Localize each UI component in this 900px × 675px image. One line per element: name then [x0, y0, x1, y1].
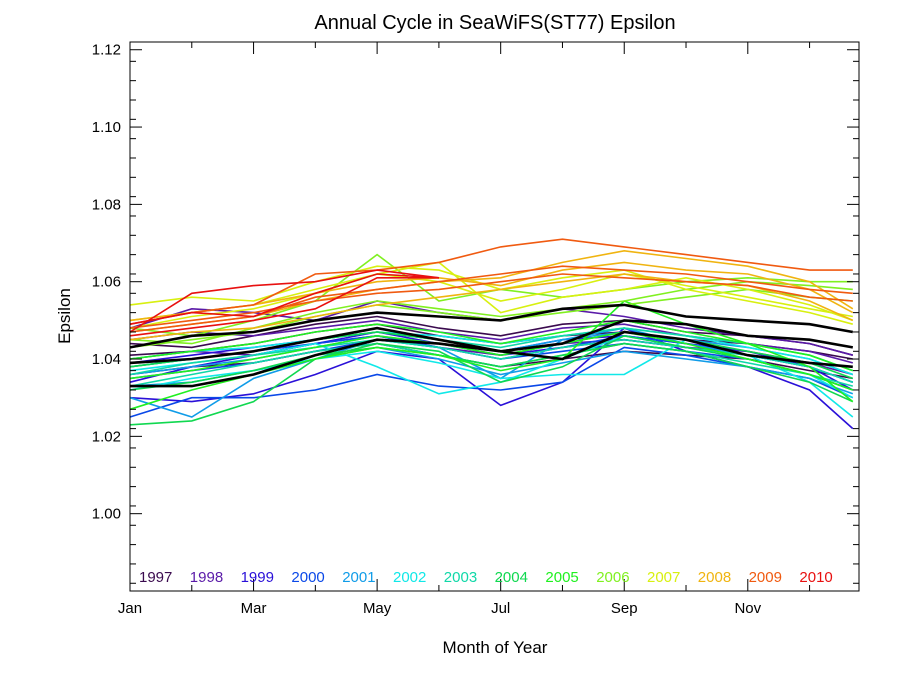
mean-line-0	[129, 303, 854, 349]
legend-entry-2007: 2007	[647, 569, 680, 586]
x-tick-label: Nov	[734, 600, 761, 617]
legend-entry-2004: 2004	[495, 569, 528, 586]
series-line-2010-values_b	[129, 273, 439, 325]
legend-entry-1997: 1997	[139, 569, 172, 586]
series-line-2006-values	[129, 253, 853, 337]
y-tick-label: 1.06	[92, 274, 121, 291]
legend-entry-2003: 2003	[444, 569, 477, 586]
x-axis-label: Month of Year	[443, 638, 548, 657]
mean-line-2	[130, 330, 853, 388]
legend-entry-1998: 1998	[190, 569, 223, 586]
y-tick-label: 1.04	[92, 351, 121, 368]
series-line-2005-values_b	[129, 331, 854, 391]
legend-entry-2006: 2006	[596, 569, 629, 586]
chart-title: Annual Cycle in SeaWiFS(ST77) Epsilon	[314, 12, 675, 34]
mean-lines	[129, 303, 854, 388]
x-tick-label: May	[363, 600, 392, 617]
legend-entry-1999: 1999	[241, 569, 274, 586]
y-axis-label: Epsilon	[55, 288, 74, 344]
legend-entry-2000: 2000	[291, 569, 324, 586]
series-line-2010-values_c	[129, 277, 439, 337]
series-line-2010-values	[129, 269, 439, 333]
series-line-2009-values	[129, 238, 853, 325]
legend-entry-2002: 2002	[393, 569, 426, 586]
x-axis: Jan Mar May Jul Sep Nov	[118, 42, 811, 617]
x-tick-label: Mar	[241, 600, 267, 617]
series-line-2007-values_b	[129, 261, 854, 329]
y-tick-label: 1.02	[92, 428, 121, 445]
series-line-2004-values_b	[129, 342, 854, 403]
legend-entry-2009: 2009	[749, 569, 782, 586]
legend-entry-2008: 2008	[698, 569, 731, 586]
legend: 1997 1998 1999 2000 2001 2002 2003 2004 2005 2006…	[139, 569, 833, 586]
y-axis: 1.00 1.02 1.04 1.06 1.08 1.10 1.12	[92, 41, 859, 584]
x-tick-label: Jul	[491, 600, 510, 617]
y-tick-label: 1.00	[92, 506, 121, 523]
x-tick-label: Jan	[118, 600, 142, 617]
series-line-2009-values_c	[129, 273, 853, 329]
y-tick-label: 1.12	[92, 42, 121, 59]
y-tick-label: 1.10	[92, 119, 121, 136]
legend-entry-2010: 2010	[799, 569, 832, 586]
y-tick-label: 1.08	[92, 196, 121, 213]
legend-entry-2001: 2001	[342, 569, 375, 586]
plot-frame	[129, 41, 860, 592]
series-line-2005-values_c	[129, 319, 854, 372]
x-tick-label: Sep	[611, 600, 638, 617]
legend-entry-2005: 2005	[545, 569, 578, 586]
